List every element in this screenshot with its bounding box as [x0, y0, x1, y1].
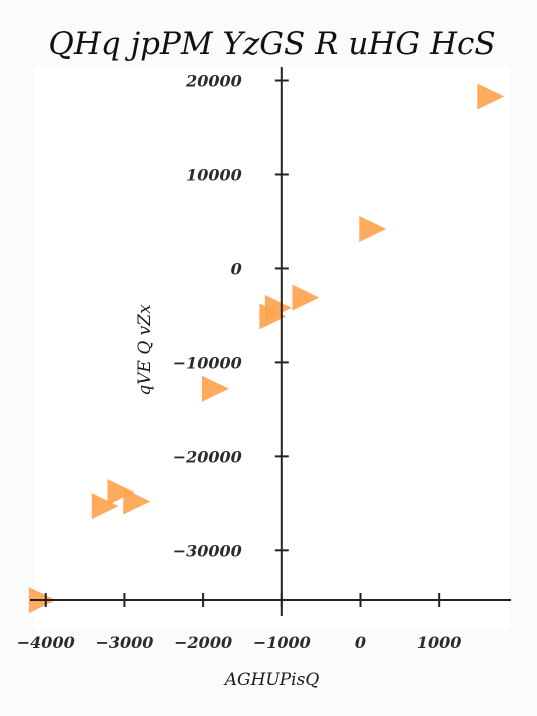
y-tick-label: −30000: [173, 541, 242, 560]
x-tick-label: −1000: [253, 633, 311, 652]
x-tick-label: 1000: [417, 633, 462, 652]
y-tick-label: −20000: [173, 447, 242, 466]
data-point-marker: [107, 479, 135, 506]
x-tick-label: −4000: [17, 633, 75, 652]
data-point-marker: [91, 493, 119, 520]
y-tick-label: 10000: [186, 165, 242, 184]
y-tick-label: 20000: [185, 72, 242, 91]
data-point-marker: [201, 375, 229, 402]
data-point-marker: [292, 284, 320, 311]
chart-title: QHq jpPM YzGS R uHG HcS: [48, 26, 495, 62]
data-point-marker: [359, 215, 387, 242]
y-ticks: 20000 10000 0 −10000 −20000 −30000: [173, 72, 289, 560]
data-point-marker: [123, 488, 151, 515]
data-point-marker: [259, 303, 287, 330]
x-tick-label: −3000: [95, 633, 153, 652]
markers-layer: [28, 83, 505, 614]
x-tick-label: −2000: [174, 633, 232, 652]
data-point-marker: [477, 83, 505, 110]
y-axis-label: qVE Q vZx: [135, 304, 155, 396]
x-ticks: −4000 −3000 −2000 −1000 0 1000: [17, 593, 462, 652]
y-tick-label: −10000: [173, 353, 242, 372]
x-tick-label: 0: [355, 633, 366, 652]
x-axis-label: AGHUPisQ: [223, 670, 320, 690]
plot-background: [34, 66, 510, 630]
y-tick-label: 0: [231, 259, 242, 278]
